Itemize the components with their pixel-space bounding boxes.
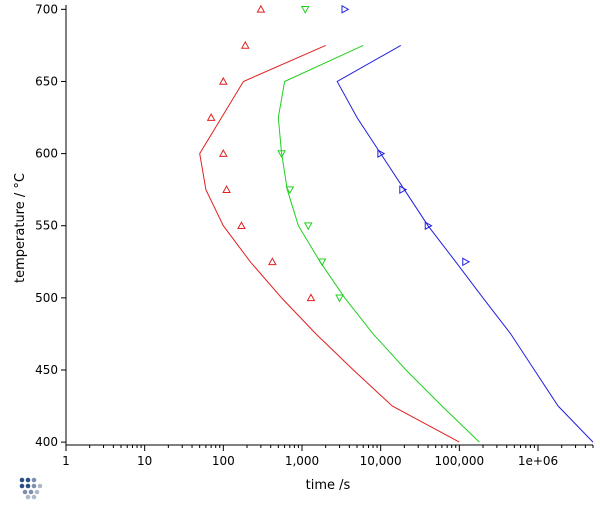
data-point-marker bbox=[306, 293, 316, 302]
data-point-marker bbox=[300, 6, 310, 14]
logo-dot bbox=[25, 483, 31, 489]
data-point-marker bbox=[341, 4, 350, 14]
x-tick-label: 100,000 bbox=[435, 454, 485, 468]
data-point-marker bbox=[206, 112, 216, 121]
series-line bbox=[336, 44, 594, 443]
series-3 bbox=[336, 4, 594, 443]
data-point-marker bbox=[277, 150, 286, 159]
logo-dot bbox=[31, 494, 37, 500]
data-point-marker bbox=[317, 258, 327, 267]
data-point-marker bbox=[335, 294, 344, 303]
y-tick-label: 500 bbox=[35, 291, 58, 305]
plot-area bbox=[66, 5, 593, 445]
data-point-marker bbox=[256, 4, 266, 13]
x-axis: 1 10 100 1,000 10,000 100,000 1e+06 bbox=[62, 444, 594, 468]
logo-dot bbox=[19, 477, 25, 483]
x-axis-title: time /s bbox=[306, 478, 351, 493]
y-tick-label: 650 bbox=[35, 74, 58, 88]
data-point-marker bbox=[424, 221, 433, 231]
logo-dot bbox=[37, 483, 43, 489]
data-point-marker bbox=[240, 40, 250, 49]
data-point-marker bbox=[218, 149, 228, 157]
y-axis-title: temperature / °C bbox=[13, 173, 28, 283]
data-point-marker bbox=[377, 149, 386, 158]
x-tick-label: 10 bbox=[137, 454, 152, 468]
series-line bbox=[199, 44, 460, 443]
data-point-marker bbox=[285, 186, 295, 195]
series-2 bbox=[277, 6, 480, 443]
x-tick-label: 1 bbox=[62, 454, 70, 468]
x-tick-label: 1,000 bbox=[285, 454, 319, 468]
data-point-marker bbox=[462, 257, 471, 267]
x-tick-label: 1e+06 bbox=[518, 454, 558, 468]
logo-dot bbox=[31, 483, 37, 489]
x-tick-label: 10,000 bbox=[360, 454, 402, 468]
logo-dot bbox=[22, 489, 28, 495]
data-point-marker bbox=[399, 185, 408, 195]
y-axis: 400 450 500 550 600 650 700 bbox=[35, 2, 67, 449]
logo-dot bbox=[34, 489, 40, 495]
y-tick-label: 450 bbox=[35, 363, 58, 377]
series-line bbox=[277, 44, 480, 443]
data-point-marker bbox=[222, 185, 231, 193]
series-layer bbox=[199, 4, 594, 443]
logo-dot bbox=[28, 489, 34, 495]
y-tick-label: 550 bbox=[35, 219, 58, 233]
logo-dot bbox=[19, 483, 25, 489]
data-point-marker bbox=[237, 221, 246, 230]
logo-dot bbox=[25, 477, 31, 483]
logo-dot bbox=[31, 477, 37, 483]
y-tick-label: 600 bbox=[35, 147, 58, 161]
series-1 bbox=[199, 4, 460, 443]
dotted-cluster-logo bbox=[19, 477, 43, 500]
data-point-marker bbox=[303, 222, 313, 231]
x-tick-label: 100 bbox=[212, 454, 235, 468]
y-tick-label: 400 bbox=[35, 435, 58, 449]
data-point-marker bbox=[268, 257, 277, 266]
data-point-marker bbox=[218, 76, 228, 85]
y-tick-label: 700 bbox=[35, 2, 58, 16]
logo-dot bbox=[25, 494, 31, 500]
